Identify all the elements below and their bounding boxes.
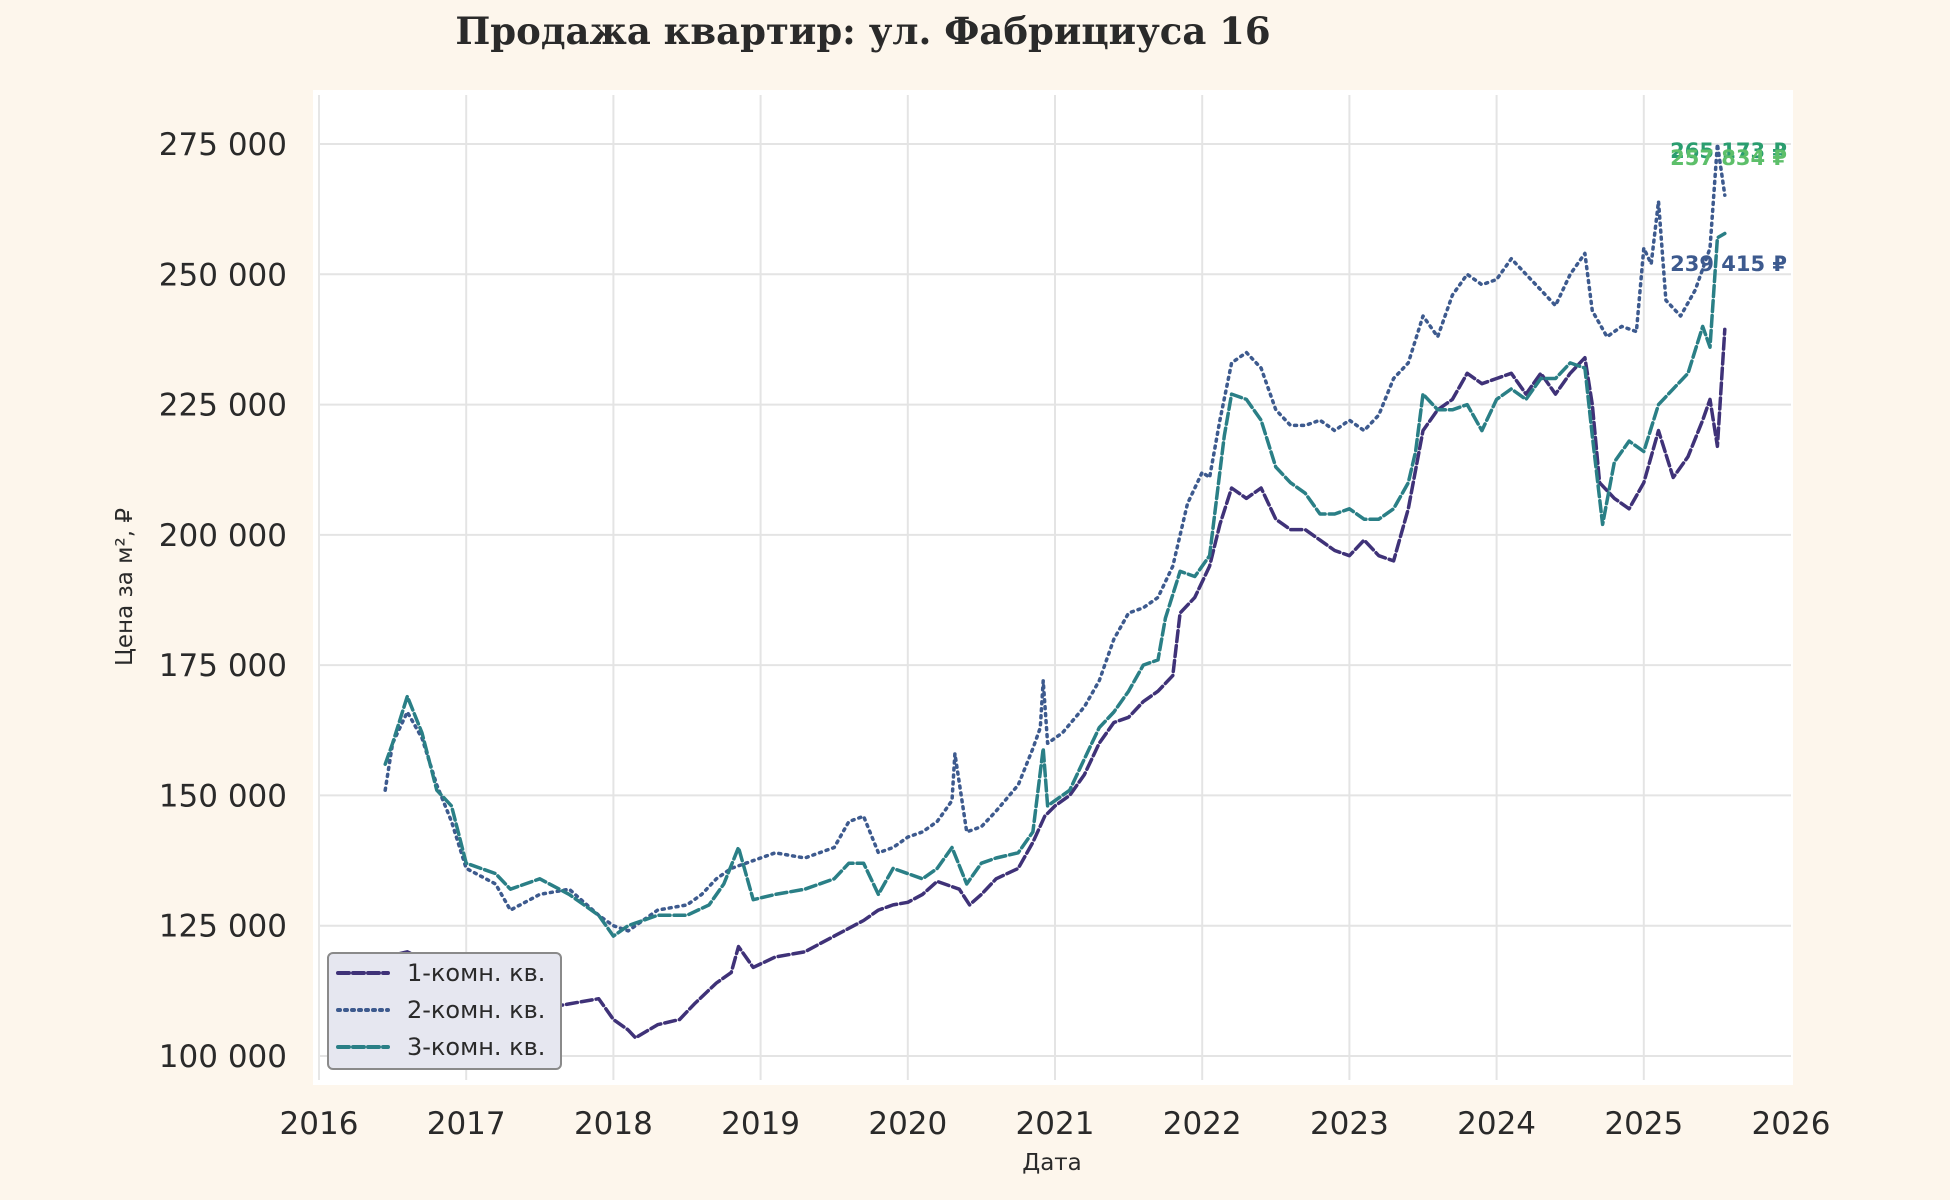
series-end-label-2: 265 173 ₽	[1670, 139, 1787, 163]
y-tick-label: 225 000	[159, 388, 287, 424]
y-tick-label: 100 000	[159, 1039, 287, 1075]
grid	[319, 95, 1791, 1080]
x-tick-label: 2021	[1016, 1106, 1095, 1142]
x-tick-label: 2022	[1163, 1106, 1242, 1142]
y-tick-label: 250 000	[159, 257, 287, 293]
legend-box	[327, 952, 562, 1070]
series-end-label-1: 239 415 ₽	[1670, 252, 1787, 276]
y-tick-labels: 100 000 125 000 150 000 175 000 200 000 225 0…	[159, 127, 287, 1075]
x-tick-label: 2026	[1752, 1106, 1831, 1142]
legend-label-1: 1-комн. кв.	[407, 959, 545, 987]
legend-label-3: 3-комн. кв.	[407, 1033, 545, 1061]
y-axis-label: Цена за м², ₽	[112, 508, 138, 666]
plot-area	[313, 90, 1793, 1085]
x-tick-label: 2020	[868, 1106, 947, 1142]
series-lines	[383, 142, 1727, 1040]
series-end-label-3: 257 834 ₽	[1670, 146, 1787, 170]
x-tick-label: 2019	[721, 1106, 800, 1142]
x-tick-labels: 2016 2017 2018 2019 2020 2021 2022 2023 2024 2025…	[280, 1106, 1831, 1142]
y-tick-label: 175 000	[159, 648, 287, 684]
series-line-2	[383, 142, 1727, 933]
y-tick-label: 125 000	[159, 909, 287, 945]
chart-title: Продажа квартир: ул. Фабрициуса 16	[455, 9, 1270, 53]
series-line-1	[383, 327, 1727, 1040]
legend-label-2: 2-комн. кв.	[407, 996, 545, 1024]
y-tick-label: 275 000	[159, 127, 287, 163]
x-axis-label: Дата	[1022, 1150, 1082, 1176]
series-line-3	[383, 231, 1727, 938]
legend: 1-комн. кв. 2-комн. кв. 3-комн. кв.	[327, 952, 562, 1070]
x-tick-label: 2018	[574, 1106, 653, 1142]
y-tick-label: 150 000	[159, 778, 287, 814]
x-tick-label: 2016	[280, 1106, 359, 1142]
y-tick-label: 200 000	[159, 518, 287, 554]
x-tick-label: 2024	[1457, 1106, 1536, 1142]
end-labels: 239 415 ₽ 265 173 ₽257 834 ₽	[1670, 139, 1787, 276]
x-tick-label: 2017	[427, 1106, 506, 1142]
x-tick-label: 2025	[1604, 1106, 1683, 1142]
x-tick-label: 2023	[1310, 1106, 1389, 1142]
